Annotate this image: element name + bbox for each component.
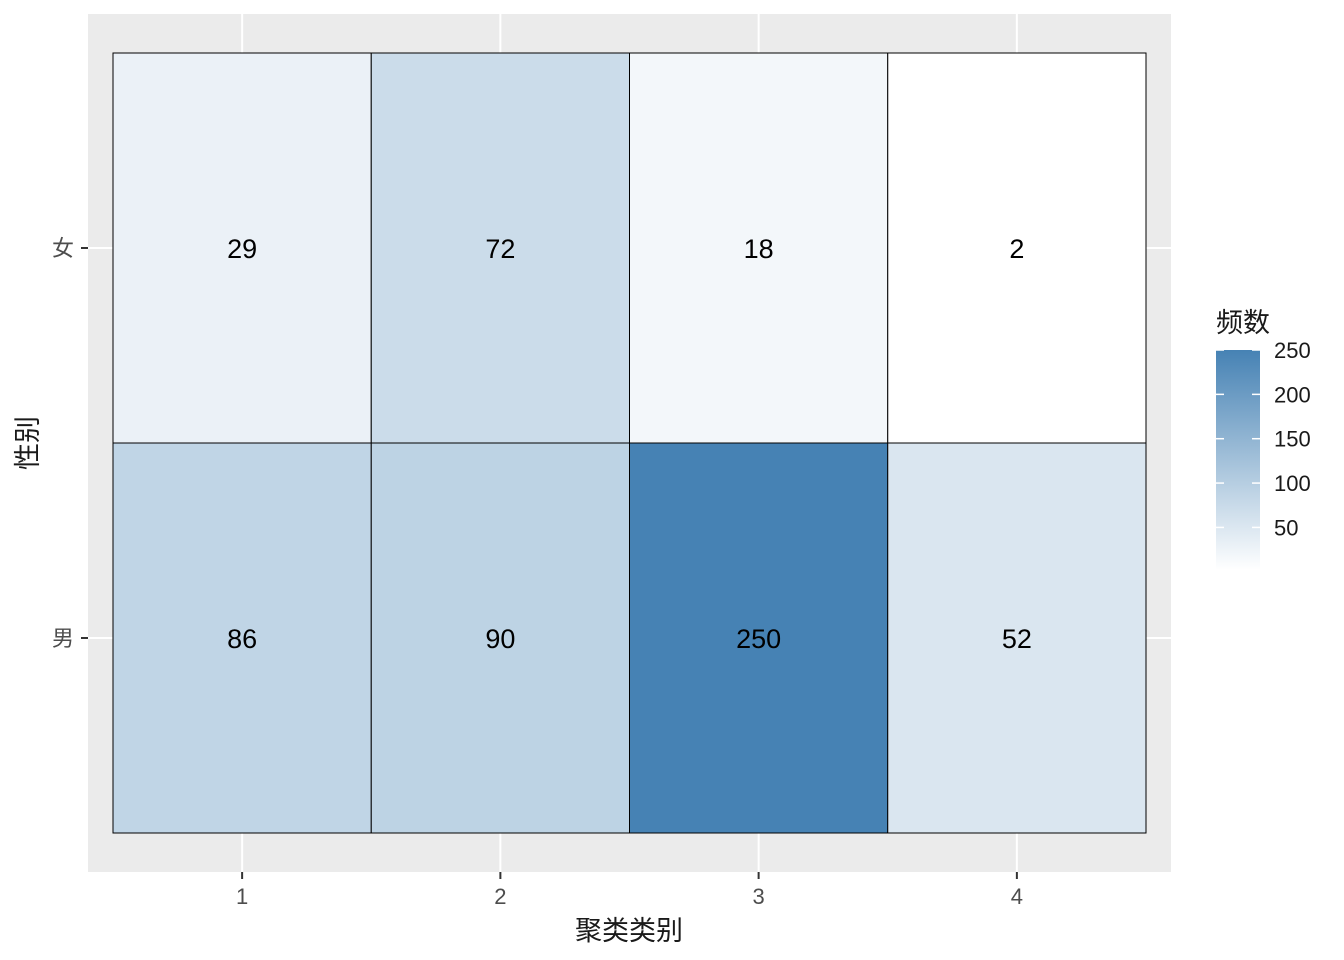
legend-tick-label: 200 — [1274, 382, 1311, 407]
heatmap-cell — [887, 442, 1147, 834]
cell-value-label: 2 — [1009, 234, 1024, 264]
x-tick-label: 2 — [494, 884, 506, 909]
legend-tick-label: 100 — [1274, 471, 1311, 496]
y-axis-title: 性别 — [13, 416, 44, 470]
x-tick-label: 3 — [753, 884, 765, 909]
heatmap-cell — [629, 442, 889, 834]
legend-ticks: 50 100 150 200 250 — [1216, 338, 1311, 540]
x-tick-label: 1 — [236, 884, 248, 909]
y-tick-label: 女 — [52, 236, 74, 261]
legend-tick-label: 250 — [1274, 338, 1311, 363]
heatmap-cell — [370, 52, 630, 444]
x-tick-label: 4 — [1011, 884, 1023, 909]
legend-tick-label: 50 — [1274, 515, 1298, 540]
color-legend: 频数 50 100 150 200 250 — [1216, 308, 1311, 570]
cell-value-label: 29 — [227, 234, 257, 264]
y-tick-label: 男 — [52, 626, 74, 651]
cell-value-label: 18 — [744, 234, 774, 264]
heatmap-cell — [112, 442, 372, 834]
heatmap-cell — [887, 52, 1147, 444]
legend-title: 频数 — [1216, 308, 1270, 339]
cell-value-label: 72 — [485, 234, 515, 264]
legend-colorbar — [1216, 350, 1260, 570]
heatmap-cell — [370, 442, 630, 834]
legend-tick-label: 150 — [1274, 427, 1311, 452]
y-axis: 女男 — [52, 236, 88, 651]
cell-value-label: 52 — [1002, 624, 1032, 654]
cell-value-labels: 29 72 18 2 86 90 250 52 — [227, 234, 1032, 654]
heatmap-cells — [112, 52, 1147, 834]
x-axis-title: 聚类类别 — [575, 916, 683, 947]
cell-value-label: 250 — [736, 624, 781, 654]
x-axis: 1 2 3 4 — [236, 872, 1023, 909]
heatmap-cell — [629, 52, 889, 444]
cell-value-label: 90 — [485, 624, 515, 654]
cell-value-label: 86 — [227, 624, 257, 654]
